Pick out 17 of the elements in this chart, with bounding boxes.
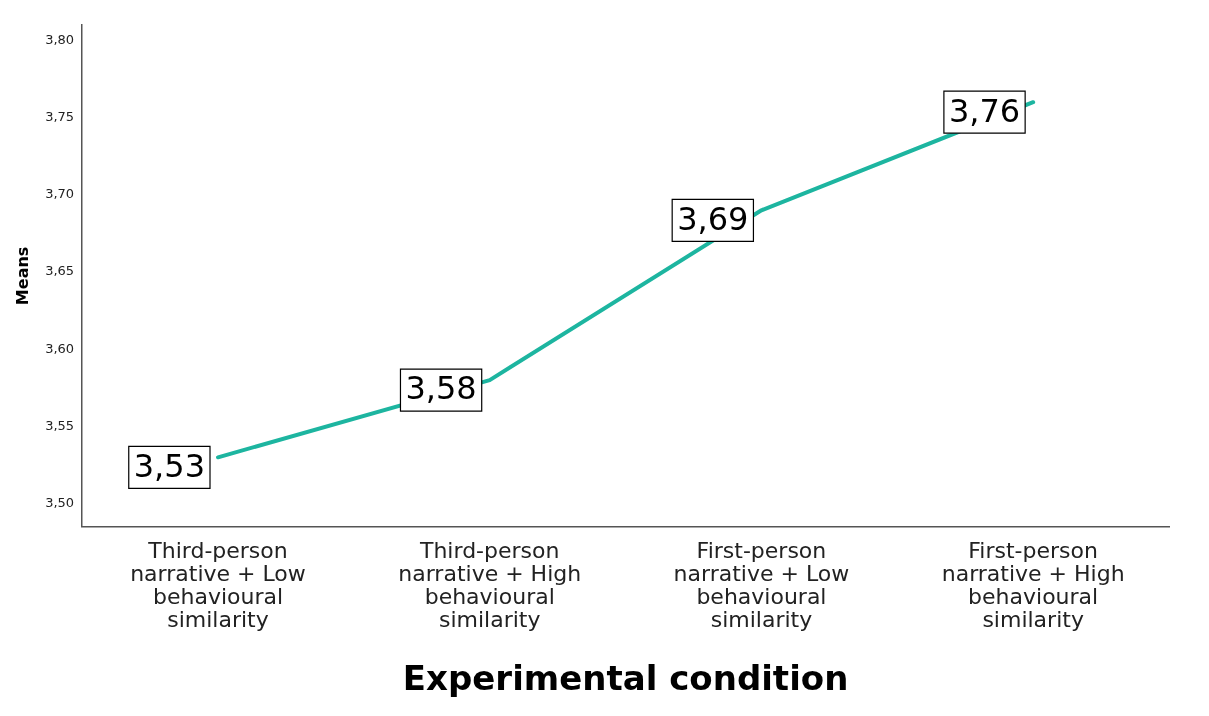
x-tick-label: First-person narrative + High behavioural similarity	[941, 538, 1125, 633]
x-axis-title: Experimental condition	[402, 658, 849, 699]
x-tick-label: Third-person narrative + Low behavioural similarity	[130, 538, 306, 633]
y-tick-label: 3,65	[45, 263, 75, 279]
y-tick-label: 3,55	[45, 417, 75, 433]
data-label: 3,69	[677, 199, 749, 238]
data-label: 3,76	[948, 91, 1021, 130]
y-axis-title: Means	[12, 246, 32, 306]
data-label: 3,58	[405, 369, 477, 408]
x-tick-label: Third-person narrative + High behavioural similarity	[398, 538, 582, 633]
y-tick-label: 3,60	[45, 340, 75, 356]
y-tick-label: 3,50	[45, 495, 75, 511]
y-tick-label: 3,80	[45, 31, 75, 47]
x-tick-label: First-person narrative + Low behavioural similarity	[673, 538, 850, 633]
y-tick-label: 3,70	[45, 186, 75, 202]
y-tick-label: 3,75	[45, 109, 75, 125]
data-label: 3,53	[133, 446, 205, 485]
